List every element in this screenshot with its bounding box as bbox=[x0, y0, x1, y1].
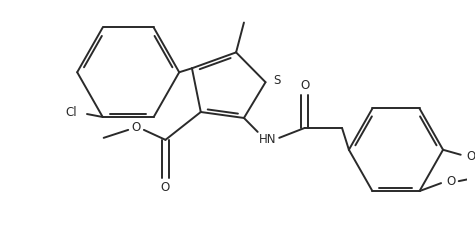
Text: Cl: Cl bbox=[66, 106, 77, 119]
Text: O: O bbox=[466, 150, 475, 163]
Text: O: O bbox=[446, 175, 456, 188]
Text: O: O bbox=[300, 79, 309, 92]
Text: S: S bbox=[274, 74, 281, 87]
Text: HN: HN bbox=[259, 133, 276, 146]
Text: O: O bbox=[161, 181, 170, 194]
Text: O: O bbox=[132, 122, 141, 134]
